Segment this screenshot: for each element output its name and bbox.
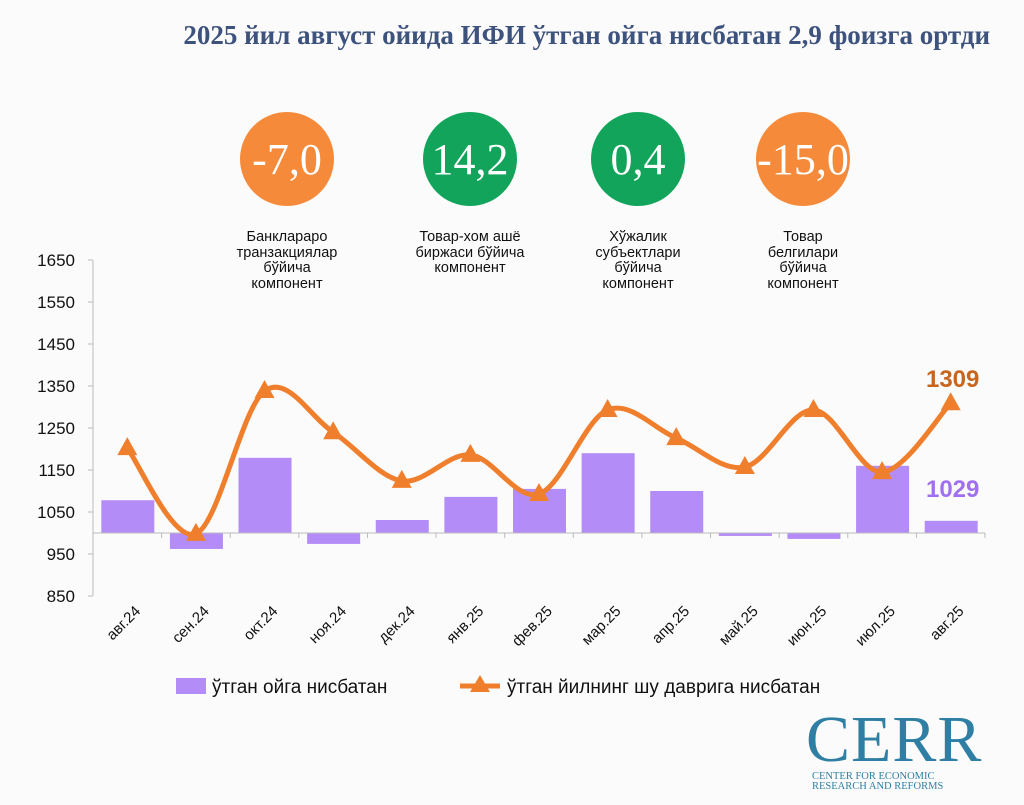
page-title: 2025 йил август ойида ИФИ ўтган ойга нис… [183,20,990,50]
x-tick-label: ноя.24 [306,603,350,647]
x-tick-label: фев.25 [509,603,556,650]
kpi-label: Хўжалик субъектлари бўйича компонент [595,229,681,292]
bar-авг.25 [924,520,978,533]
marker-ноя.24 [323,421,344,440]
bar-янв.25 [444,496,498,533]
marker-авг.25 [940,392,961,411]
marker-окт.24 [254,380,275,399]
marker-июл.25 [872,461,893,480]
kpi-circle: 0,4 [591,112,685,206]
logo-sub2: RESEARCH AND REFORMS [812,781,944,792]
marker-дек.24 [391,469,412,488]
marker-янв.25 [460,443,481,462]
x-tick-label: май.25 [716,603,762,649]
y-tick-label: 950 [47,545,75,564]
marker-май.25 [734,456,755,475]
bar-мар.25 [581,453,635,533]
bar-сен.24 [169,533,223,549]
line-last-value-label: 1309 [926,366,979,393]
x-tick-label: окт.24 [240,603,281,644]
bar-апр.25 [650,491,704,533]
x-tick-label: дек.24 [375,603,418,646]
legend-line-label: ўтган йилнинг шу даврига нисбатан [507,677,820,698]
kpi-interbank: -7,0 Банклараро транзакциялар бўйича ком… [197,112,377,292]
kpi-business-entities: 0,4 Хўжалик субъектлари бўйича компонент [548,112,728,292]
legend-bar-label: ўтган ойга нисбатан [212,677,387,698]
y-tick-label: 850 [47,587,75,606]
kpi-circle: 14,2 [423,112,517,206]
kpi-commodity-exchange: 14,2 Товар-хом ашё биржаси бўйича компон… [380,112,560,277]
y-tick-label: 1350 [37,377,75,396]
bar-дек.24 [375,519,429,533]
legend-line-marker [470,675,490,692]
x-tick-label: сен.24 [169,603,213,647]
y-tick-label: 1650 [37,251,75,270]
x-tick-label: авг.24 [103,603,144,644]
x-tick-label: авг.25 [927,603,968,644]
x-tick-label: июл.25 [852,603,899,650]
kpi-circle: -7,0 [240,112,334,206]
cerr-logo: CERR CENTER FOR ECONOMIC RESEARCH AND RE… [806,703,1016,792]
bar-авг.24 [101,500,155,533]
kpi-trademarks: -15,0 Товар белгилари бўйича компонент [713,112,893,292]
y-tick-label: 1250 [37,419,75,438]
x-tick-label: апр.25 [649,603,693,647]
marker-авг.24 [117,437,138,456]
kpi-label: Банклараро транзакциялар бўйича компонен… [236,229,338,292]
marker-фев.25 [529,482,549,501]
legend-bar-swatch [176,678,206,694]
kpi-label: Товар-хом ашё биржаси бўйича компонент [415,229,525,276]
marker-июн.25 [803,398,824,417]
logo-sub1: CENTER FOR ECONOMIC [812,771,935,782]
y-tick-label: 1050 [37,503,75,522]
logo-word: CERR [806,703,983,776]
y-tick-label: 1450 [37,335,75,354]
marker-мар.25 [597,398,618,417]
x-tick-label: янв.25 [443,603,487,647]
marker-апр.25 [666,427,687,446]
bar-last-value-label: 1029 [926,476,979,503]
kpi-label: Товар белгилари бўйича компонент [767,229,839,292]
y-tick-label: 1150 [38,461,75,480]
bar-май.25 [718,533,772,536]
bar-ноя.24 [307,533,361,544]
marker-сен.24 [185,522,206,541]
y-tick-label: 1550 [37,293,75,312]
bar-июн.25 [787,533,841,539]
x-tick-label: июн.25 [784,603,831,650]
kpi-circle: -15,0 [756,112,850,206]
bar-окт.24 [238,457,292,533]
x-tick-label: мар.25 [579,603,625,649]
